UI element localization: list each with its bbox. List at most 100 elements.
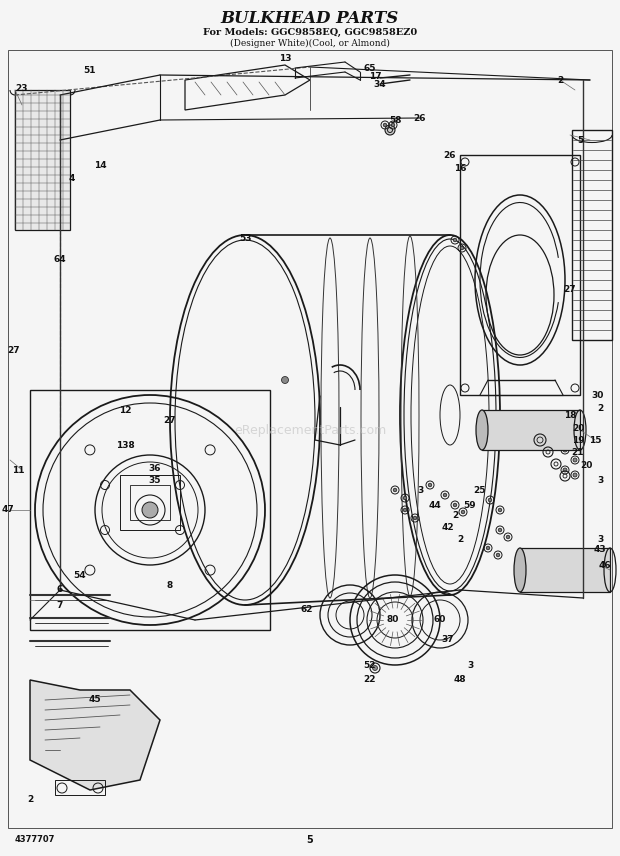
Text: 15: 15 [589,436,601,444]
Text: 13: 13 [279,54,291,62]
Polygon shape [15,90,70,230]
Circle shape [498,528,502,532]
Text: 60: 60 [434,615,446,625]
Text: 65: 65 [364,63,376,73]
Circle shape [393,488,397,492]
Text: 138: 138 [115,441,135,449]
Text: 27: 27 [564,286,577,294]
Polygon shape [30,680,160,790]
Text: 11: 11 [12,466,24,474]
Circle shape [573,473,577,477]
Text: 62: 62 [301,605,313,615]
Ellipse shape [514,548,526,592]
Text: 2: 2 [27,795,33,805]
Text: 30: 30 [592,390,604,400]
Ellipse shape [476,410,488,450]
Text: 3: 3 [467,661,473,669]
Bar [572,130,612,340]
Circle shape [506,535,510,538]
Text: 53: 53 [239,234,251,242]
Text: 25: 25 [474,485,486,495]
Text: 3: 3 [597,475,603,484]
Circle shape [443,493,447,496]
Text: 7: 7 [57,601,63,609]
Text: 35: 35 [149,475,161,484]
Text: 21: 21 [572,448,584,456]
Text: 20: 20 [572,424,584,432]
Text: 42: 42 [441,524,454,532]
Text: 2: 2 [557,75,563,85]
Text: 12: 12 [119,406,131,414]
Bar [55,780,105,795]
Text: 59: 59 [464,501,476,509]
Circle shape [553,433,557,437]
Circle shape [453,238,457,241]
Text: 37: 37 [441,635,454,645]
Circle shape [383,123,387,127]
Text: 18: 18 [564,411,576,419]
Text: 2: 2 [452,510,458,520]
Circle shape [563,448,567,452]
Text: 46: 46 [599,561,611,569]
Text: 51: 51 [84,66,96,74]
Bar [520,548,610,592]
Bar [460,155,580,395]
Text: 36: 36 [149,463,161,473]
Circle shape [413,516,417,520]
Circle shape [391,123,395,127]
Text: 27: 27 [164,415,176,425]
Text: 2: 2 [597,403,603,413]
Text: 16: 16 [454,163,466,173]
Circle shape [373,665,378,670]
Circle shape [573,458,577,462]
Text: 4377707: 4377707 [15,835,55,845]
Circle shape [142,502,158,518]
Text: 34: 34 [374,80,386,88]
Text: 80: 80 [387,615,399,625]
Text: 4: 4 [69,174,75,182]
Circle shape [488,498,492,502]
Text: 2: 2 [457,536,463,544]
Text: (Designer White)(Cool, or Almond): (Designer White)(Cool, or Almond) [230,39,390,48]
Circle shape [453,503,457,507]
Circle shape [496,553,500,556]
Text: 26: 26 [444,151,456,159]
Text: eReplacementParts.com: eReplacementParts.com [234,424,386,437]
Text: 47: 47 [2,506,14,514]
Text: 8: 8 [167,580,173,590]
Text: 19: 19 [572,436,584,444]
Text: 58: 58 [389,116,401,124]
Text: 23: 23 [16,84,29,92]
Text: 6: 6 [57,586,63,595]
Circle shape [498,508,502,512]
Text: 43: 43 [594,545,606,555]
Text: 27: 27 [7,346,20,354]
Text: 5: 5 [577,135,583,145]
Circle shape [403,496,407,500]
Bar [130,485,170,520]
Circle shape [460,247,464,250]
Circle shape [385,125,395,135]
Text: 22: 22 [364,675,376,685]
Text: 3: 3 [597,536,603,544]
Circle shape [486,546,490,550]
Circle shape [428,483,432,487]
Text: 20: 20 [580,461,592,469]
Text: BULKHEAD PARTS: BULKHEAD PARTS [221,9,399,27]
Text: 52: 52 [364,661,376,669]
Circle shape [563,468,567,472]
Bar [482,410,580,450]
Text: 54: 54 [74,570,86,580]
Text: For Models: GGC9858EQ, GGC9858EZ0: For Models: GGC9858EQ, GGC9858EZ0 [203,27,417,37]
Bar [30,390,270,630]
Circle shape [461,510,465,514]
Circle shape [281,377,288,383]
Text: 64: 64 [54,255,66,265]
Text: 44: 44 [428,501,441,509]
Bar [120,475,180,530]
Text: 17: 17 [369,72,381,80]
Text: 5: 5 [307,835,313,845]
Text: 3: 3 [417,485,423,495]
Circle shape [403,508,407,512]
Text: 26: 26 [414,114,427,122]
